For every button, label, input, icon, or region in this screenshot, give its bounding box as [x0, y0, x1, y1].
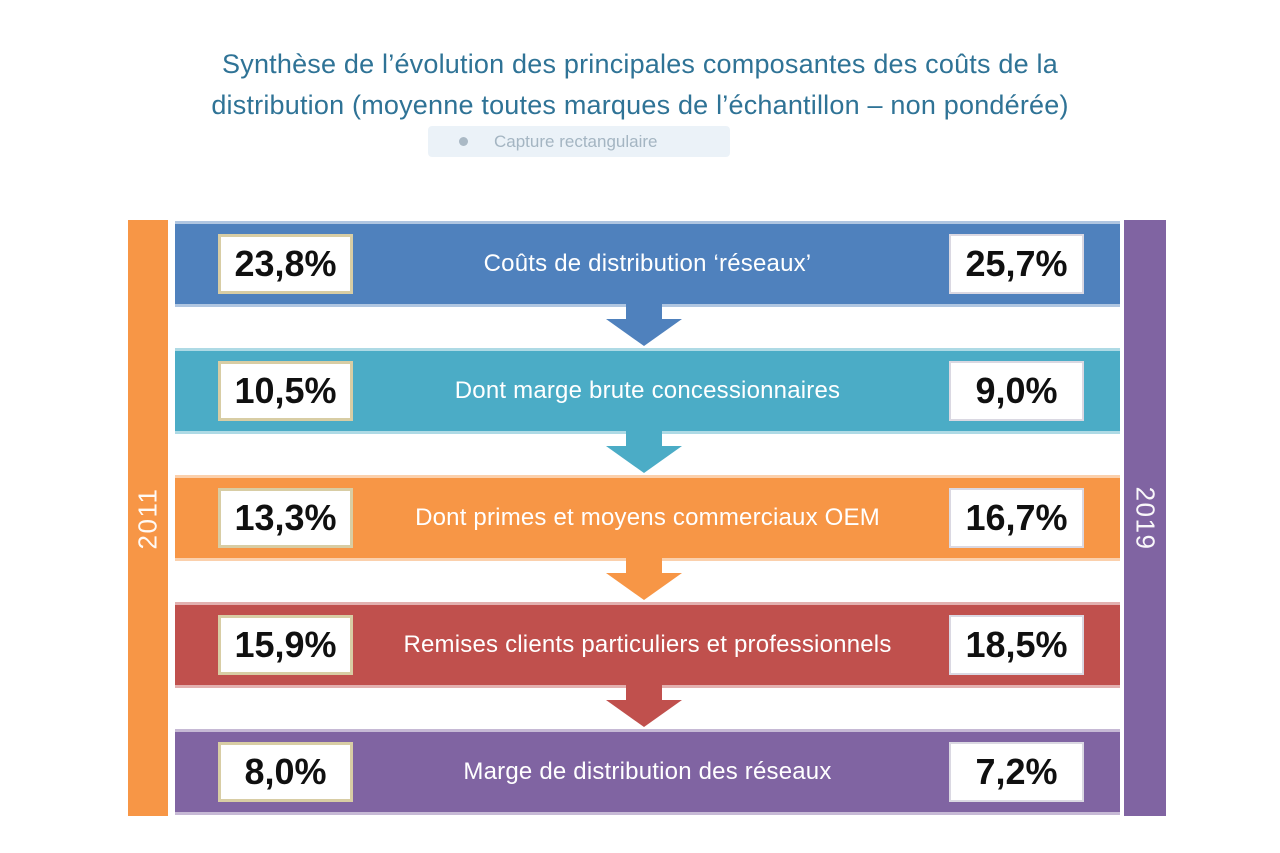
value-2011: 8,0% [244, 751, 327, 792]
value-2019: 16,7% [965, 497, 1068, 538]
chart-title: Synthèse de l’évolution des principales … [0, 44, 1280, 126]
down-arrow-icon [606, 304, 682, 346]
value-2019: 7,2% [975, 751, 1058, 792]
value-box-2011: 8,0% [218, 742, 353, 802]
value-box-2019: 16,7% [949, 488, 1084, 548]
value-box-2019: 18,5% [949, 615, 1084, 675]
value-box-2011: 13,3% [218, 488, 353, 548]
row-label: Dont primes et moyens commerciaux OEM [415, 504, 880, 531]
value-2019: 25,7% [965, 243, 1068, 284]
row-bar-marge-brute: 10,5% Dont marge brute concessionnaires … [175, 348, 1120, 434]
row-bar-marge-distribution: 8,0% Marge de distribution des réseaux 7… [175, 729, 1120, 815]
year-bar-2019: 2019 [1124, 220, 1166, 816]
down-arrow-icon [606, 558, 682, 600]
capture-overlay-label: Capture rectangulaire [494, 131, 658, 151]
row-label: Coûts de distribution ‘réseaux’ [483, 250, 812, 277]
value-2011: 23,8% [234, 243, 337, 284]
value-2019: 9,0% [975, 370, 1058, 411]
row-label: Marge de distribution des réseaux [463, 758, 832, 785]
value-box-2011: 15,9% [218, 615, 353, 675]
year-bar-2011: 2011 [128, 220, 168, 816]
value-2011: 15,9% [234, 624, 337, 665]
value-2011: 13,3% [234, 497, 337, 538]
value-box-2011: 10,5% [218, 361, 353, 421]
value-box-2019: 7,2% [949, 742, 1084, 802]
row-bar-primes-oem: 13,3% Dont primes et moyens commerciaux … [175, 475, 1120, 561]
row-label: Remises clients particuliers et professi… [403, 631, 892, 658]
year-label-2019: 2019 [1130, 486, 1161, 550]
down-arrow-icon [606, 685, 682, 727]
value-2019: 18,5% [965, 624, 1068, 665]
chart-title-line-2: distribution (moyenne toutes marques de … [211, 90, 1069, 120]
value-box-2011: 23,8% [218, 234, 353, 294]
year-label-2011: 2011 [132, 487, 163, 549]
value-2011: 10,5% [234, 370, 337, 411]
value-box-2019: 9,0% [949, 361, 1084, 421]
chart-title-line-1: Synthèse de l’évolution des principales … [222, 49, 1058, 79]
row-bar-remises-clients: 15,9% Remises clients particuliers et pr… [175, 602, 1120, 688]
value-box-2019: 25,7% [949, 234, 1084, 294]
capture-radio-icon [459, 137, 468, 146]
row-label: Dont marge brute concessionnaires [454, 377, 841, 404]
row-bar-couts-distribution: 23,8% Coûts de distribution ‘réseaux’ 25… [175, 221, 1120, 307]
down-arrow-icon [606, 431, 682, 473]
capture-tool-overlay[interactable]: Capture rectangulaire [428, 126, 730, 157]
